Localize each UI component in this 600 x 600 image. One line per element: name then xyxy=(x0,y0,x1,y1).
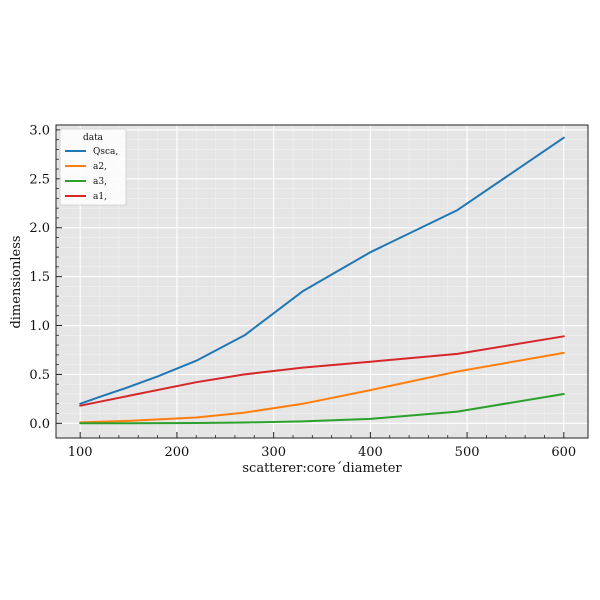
y-tick-label: 2.5 xyxy=(29,172,50,187)
x-tick-label: 600 xyxy=(551,445,576,460)
legend: data Qsca, a2, a3, a1, xyxy=(59,128,127,206)
legend-label: a2, xyxy=(93,162,107,172)
series-line-qsca xyxy=(79,136,565,405)
y-tick-label: 2.0 xyxy=(29,221,50,236)
y-tick-label: 0.0 xyxy=(29,417,50,432)
y-tick-label: 1.0 xyxy=(29,319,50,334)
x-axis-label: scatterer:core´diameter xyxy=(242,461,402,476)
x-tick-label: 200 xyxy=(164,445,189,460)
series-line-a1 xyxy=(79,335,565,407)
legend-title: data xyxy=(83,133,104,143)
x-tick-label: 100 xyxy=(68,445,93,460)
plot-frame xyxy=(55,124,589,439)
y-tick-label: 3.0 xyxy=(29,123,50,138)
x-tick-label: 500 xyxy=(455,445,480,460)
legend-box xyxy=(59,128,127,206)
y-tick-label: 1.5 xyxy=(29,270,50,285)
x-tick-label: 400 xyxy=(358,445,383,460)
series-lines xyxy=(79,136,565,425)
series-line-a2 xyxy=(79,351,565,424)
x-tick-label: 300 xyxy=(261,445,286,460)
axis-ticks: 100 200 300 400 500 600 0.0 0.5 1.0 1.5 2.0 2.5 3.0 xyxy=(29,123,576,460)
legend-label: a1, xyxy=(93,192,107,202)
legend-label: Qsca, xyxy=(93,147,118,157)
legend-label: a3, xyxy=(93,177,107,187)
legend-items: Qsca, a2, a3, a1, xyxy=(65,147,118,202)
y-axis-label: dimensionless xyxy=(9,235,24,328)
grid-lines xyxy=(56,125,588,438)
plot-area xyxy=(56,125,588,438)
series-line-a3 xyxy=(79,393,565,425)
y-tick-label: 0.5 xyxy=(29,368,50,383)
